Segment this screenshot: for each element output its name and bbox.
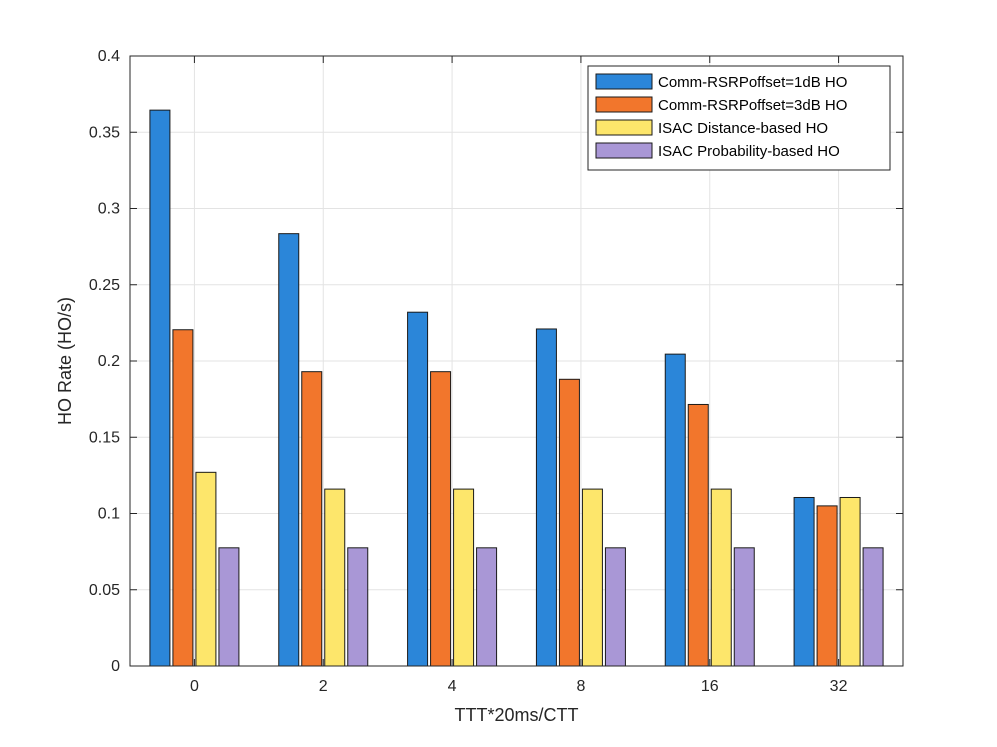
- bar-4-4: [476, 547, 498, 667]
- x-tick-label: 8: [576, 678, 585, 695]
- bar-1-0: [149, 109, 171, 667]
- y-axis-label: HO Rate (HO/s): [55, 297, 75, 425]
- bar-3-32: [839, 496, 861, 667]
- bar-4-0: [218, 547, 240, 667]
- bar-1-32: [793, 496, 815, 667]
- bar-1-2: [278, 233, 300, 667]
- bar-4-32: [862, 547, 884, 667]
- bar-1-8: [535, 328, 557, 667]
- bar-2-32: [816, 505, 838, 667]
- legend-label: ISAC Distance-based HO: [658, 120, 828, 137]
- legend-label: ISAC Probability-based HO: [658, 143, 840, 160]
- bar-2-16: [687, 403, 709, 667]
- bar-1-4: [407, 311, 429, 667]
- bar-4-2: [347, 547, 369, 667]
- legend-swatch: [595, 119, 653, 136]
- bar-3-8: [581, 488, 603, 667]
- bar-3-0: [195, 471, 217, 667]
- x-tick-label: 0: [190, 678, 199, 695]
- y-tick-label: 0.2: [98, 353, 120, 370]
- x-axis-ticks: 0 2 4 8 16 32: [190, 56, 848, 695]
- bar-1-16: [664, 353, 686, 667]
- bar-2-8: [558, 378, 580, 667]
- x-tick-label: 16: [701, 678, 719, 695]
- x-axis-label: TTT*20ms/CTT: [455, 705, 579, 725]
- bar-2-4: [430, 371, 452, 667]
- y-axis-ticks: 0 0.05 0.1 0.15 0.2 0.25 0.3 0.35 0.4: [89, 48, 903, 675]
- bars: [149, 109, 884, 667]
- y-tick-label: 0.15: [89, 429, 120, 446]
- y-tick-label: 0.35: [89, 124, 120, 141]
- bar-2-2: [301, 371, 323, 667]
- bar-3-4: [453, 488, 475, 667]
- x-tick-label: 32: [830, 678, 848, 695]
- y-tick-label: 0.4: [98, 48, 120, 65]
- x-tick-label: 4: [448, 678, 457, 695]
- y-tick-label: 0.05: [89, 582, 120, 599]
- bar-2-0: [172, 329, 194, 667]
- bar-3-16: [710, 488, 732, 667]
- legend-label: Comm-RSRPoffset=1dB HO: [658, 74, 847, 91]
- legend-swatch: [595, 142, 653, 159]
- bar-4-16: [733, 547, 755, 667]
- legend: Comm-RSRPoffset=1dB HO Comm-RSRPoffset=3d…: [587, 65, 891, 171]
- y-tick-label: 0.25: [89, 277, 120, 294]
- x-tick-label: 2: [319, 678, 328, 695]
- legend-swatch: [595, 73, 653, 90]
- y-tick-label: 0.3: [98, 201, 120, 218]
- bar-4-8: [604, 547, 626, 667]
- y-tick-label: 0: [111, 658, 120, 675]
- legend-swatch: [595, 96, 653, 113]
- bar-3-2: [324, 488, 346, 667]
- legend-label: Comm-RSRPoffset=3dB HO: [658, 97, 847, 114]
- y-tick-label: 0.1: [98, 506, 120, 523]
